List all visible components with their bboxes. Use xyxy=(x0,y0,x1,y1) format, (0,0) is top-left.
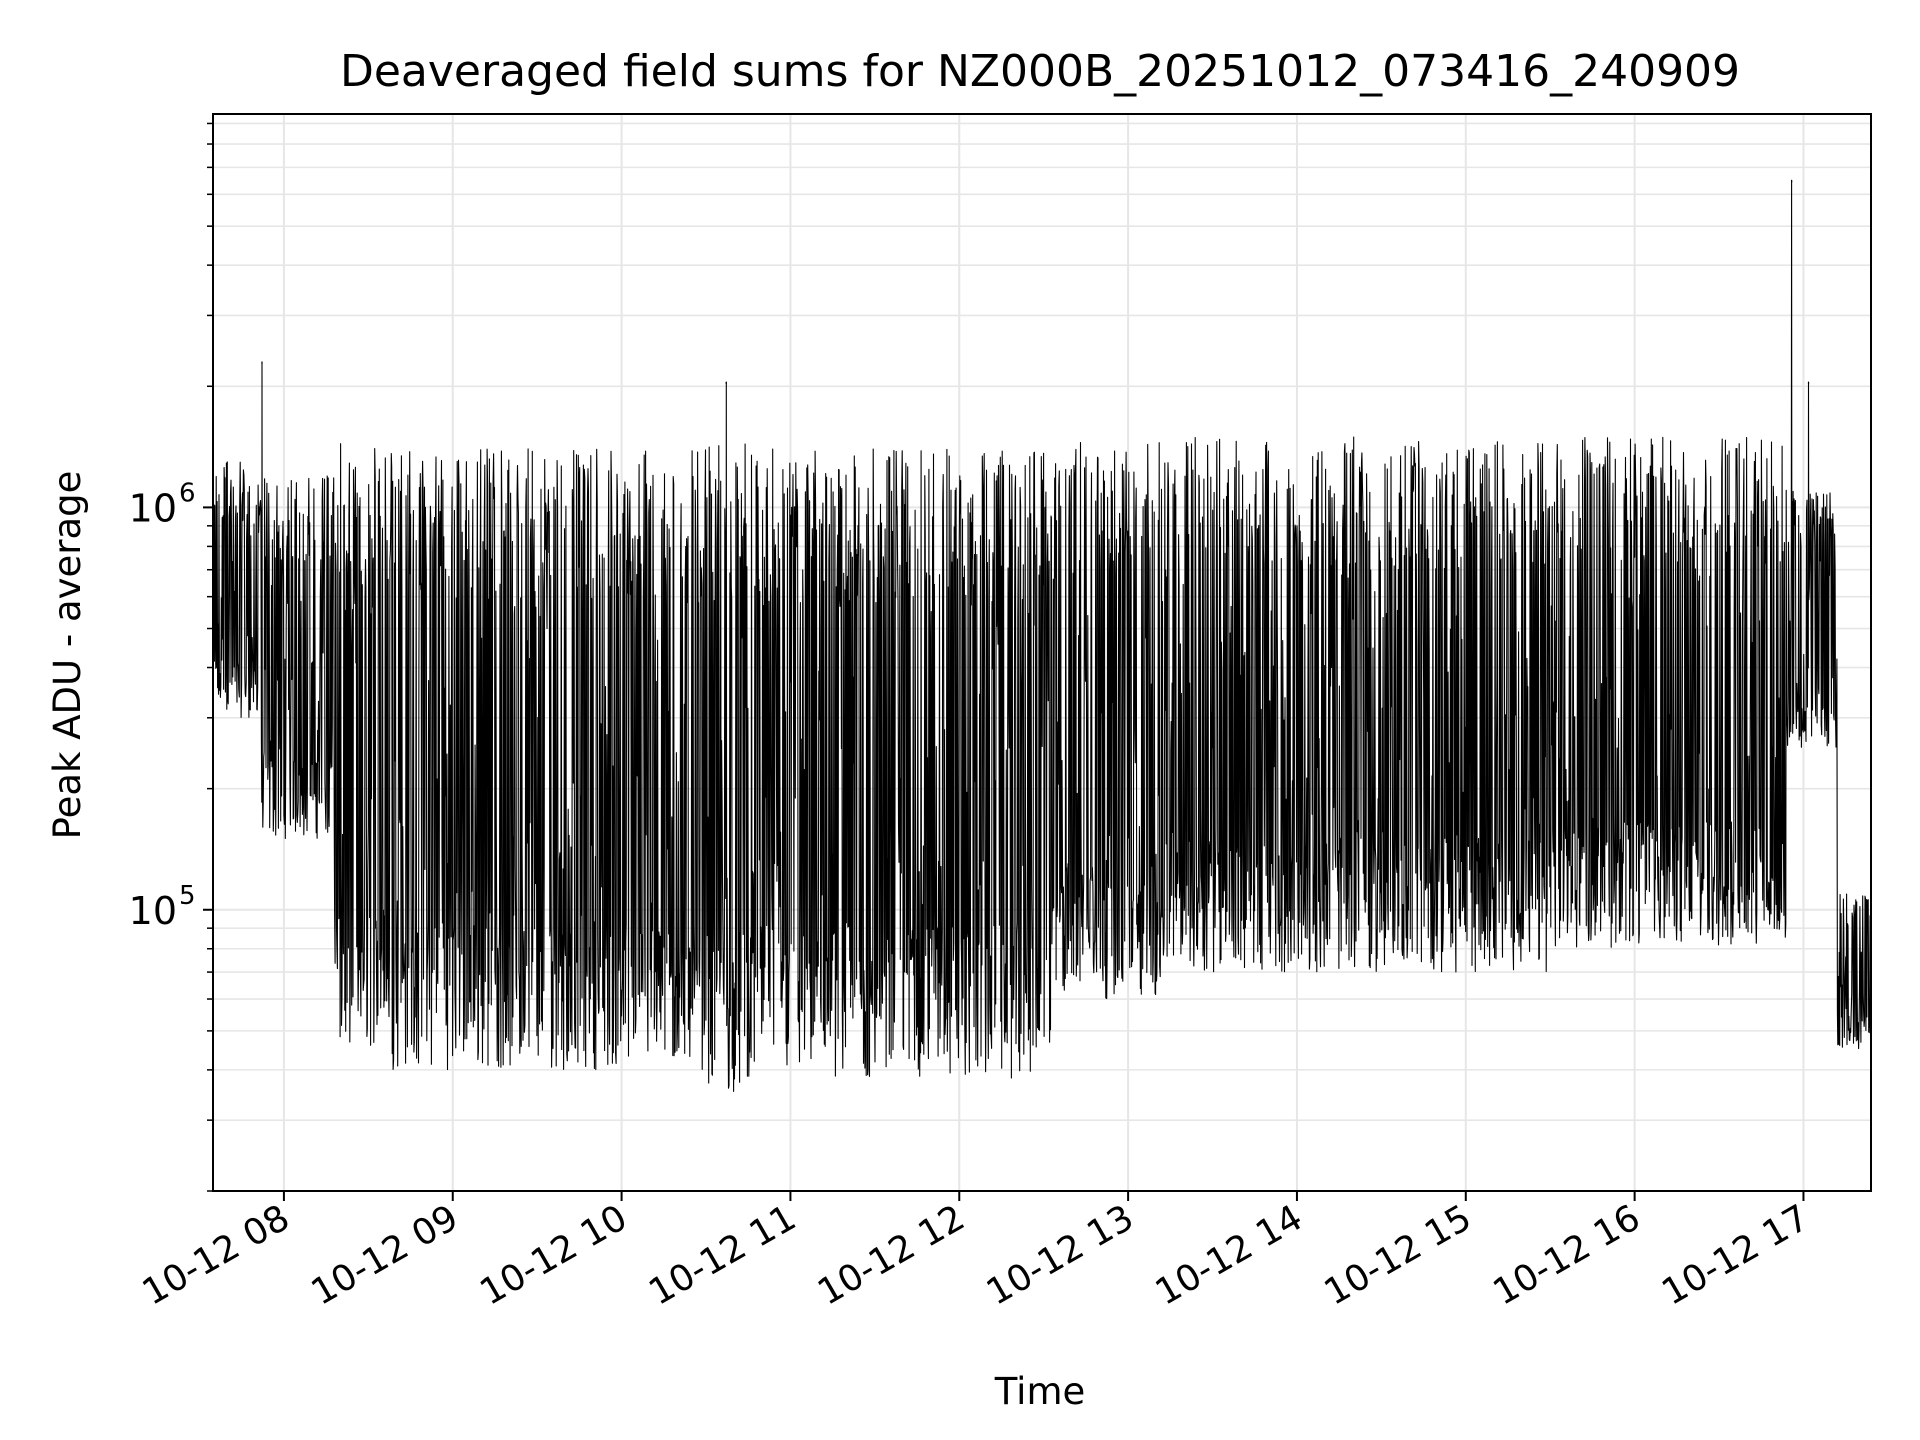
y-tick-base: 10 xyxy=(129,486,177,530)
x-axis-label: Time xyxy=(994,1370,1086,1413)
y-tick-exponent: 5 xyxy=(179,881,196,911)
y-axis-label: Peak ADU - average xyxy=(46,471,89,840)
y-tick-exponent: 6 xyxy=(179,478,196,508)
series-line xyxy=(212,179,1872,1092)
y-tick-base: 10 xyxy=(129,889,177,933)
chart-title: Deaveraged field sums for NZ000B_2025101… xyxy=(340,46,1740,97)
plot-frame xyxy=(212,113,1872,1192)
y-tick-label: 10 6 xyxy=(129,478,196,530)
series-layer xyxy=(212,179,1872,1092)
y-tick-label: 10 5 xyxy=(129,881,196,933)
